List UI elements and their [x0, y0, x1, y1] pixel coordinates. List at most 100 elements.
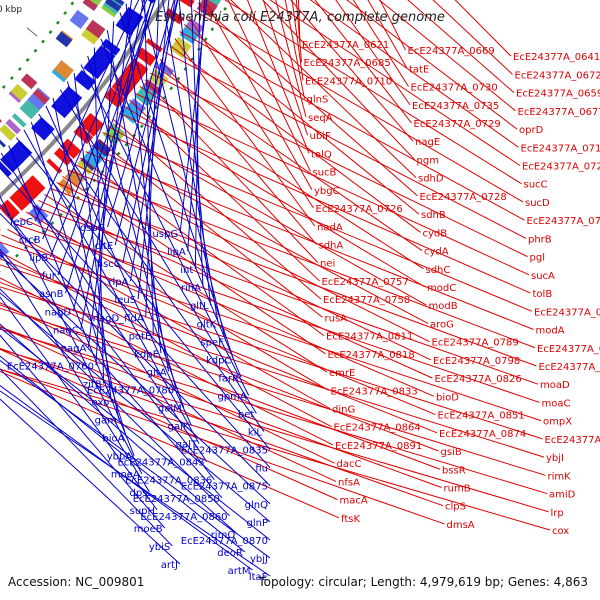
reverse-gene-label: nagC	[53, 325, 79, 336]
reverse-gene-label: EcE24377A_0875	[181, 482, 268, 493]
forward-gene-label: tolB	[533, 289, 553, 300]
reverse-gene-label: potE	[129, 331, 152, 342]
label-leader	[290, 0, 414, 142]
gene-block	[147, 0, 155, 4]
gene-block	[120, 6, 144, 30]
label-leader	[0, 325, 337, 482]
label-leader	[38, 113, 265, 432]
forward-gene-label: sucC	[524, 180, 548, 191]
reverse-gene-label: galK	[168, 422, 190, 433]
gene-block	[51, 67, 68, 83]
reverse-gene-label: EcE24377A_0760	[7, 361, 94, 372]
label-leader	[150, 72, 528, 258]
label-leader	[164, 51, 527, 239]
reverse-gene-label: glnQ	[245, 500, 268, 511]
label-leader	[73, 72, 112, 402]
label-leader	[335, 0, 411, 106]
label-leader	[0, 286, 545, 458]
inner-cog-genes	[0, 0, 125, 148]
forward-gene-label: EcE24377A_0719	[521, 143, 600, 154]
reverse-gene-label: int	[180, 265, 193, 276]
label-leader	[224, 0, 522, 185]
forward-gene-label: sucD	[525, 198, 550, 209]
kbp-tick-mark	[26, 27, 38, 37]
reverse-gene-label: lipA	[167, 247, 186, 258]
forward-gene-label: EcE24377A_0677	[518, 107, 600, 118]
accession-text: Accession: NC_009801	[8, 575, 145, 589]
reverse-gene-label: asnB	[39, 289, 64, 300]
gene-block	[104, 0, 122, 12]
reverse-gene-label: EcE24377A_0860	[140, 512, 227, 523]
map-title: Escherichia coli E24377A, complete genom…	[155, 10, 445, 25]
reverse-gene-label: deoR	[217, 548, 243, 559]
reverse-gene-label: hscC	[97, 259, 121, 270]
label-leader	[0, 167, 271, 469]
topology-text: Topology: circular; Length: 4,979,619 bp…	[258, 575, 588, 589]
label-leader	[42, 0, 148, 240]
forward-gene-label: EcE24377A_0735	[412, 101, 499, 112]
forward-gene-label: EcE24377A_0669	[408, 46, 495, 57]
gene-block	[9, 83, 28, 102]
forward-gene-label: modA	[536, 326, 565, 337]
reverse-gene-label: rihA	[181, 283, 201, 294]
forward-gene-label: lrp	[551, 508, 564, 519]
forward-gene-label: macA	[340, 496, 368, 507]
label-leader	[0, 296, 158, 511]
reverse-gene-label: EcE24377A_0836	[125, 476, 212, 487]
gene-block	[25, 94, 44, 113]
forward-gene-label: tatE	[409, 64, 429, 75]
label-leader	[93, 47, 105, 384]
forward-gene-label: rusA	[325, 313, 348, 324]
reverse-gene-label: galM	[158, 404, 182, 415]
label-leader	[378, 0, 516, 112]
forward-gene-label: gsiB	[441, 447, 462, 458]
label-leader	[56, 182, 432, 361]
forward-gene-label: rimK	[548, 471, 572, 482]
label-leader	[134, 92, 530, 276]
label-leader	[0, 264, 543, 440]
inner-cog-genes-2	[0, 0, 102, 123]
label-leader	[0, 368, 551, 531]
forward-gene-label: pgm	[417, 155, 439, 166]
forward-gene-label: nei	[320, 259, 335, 270]
label-leader	[432, 0, 513, 75]
reverse-gene-label: glnP	[247, 518, 269, 529]
label-leader	[0, 241, 542, 422]
gene-block	[64, 170, 83, 188]
gene-block	[19, 99, 40, 120]
reverse-gene-label: dsbG	[80, 223, 106, 234]
label-leader	[407, 0, 515, 93]
label-leader	[0, 390, 271, 577]
forward-gene-label: dacC	[337, 459, 362, 470]
label-leader	[162, 0, 219, 324]
label-leader	[0, 203, 215, 481]
reverse-gene-label: gam	[95, 416, 117, 427]
reverse-gene-label: supH	[130, 506, 155, 517]
label-leader	[107, 125, 427, 306]
label-leader	[262, 0, 415, 160]
label-leader	[367, 0, 408, 69]
label-leader	[314, 0, 412, 124]
reverse-gene-label: moeB	[134, 524, 163, 535]
label-leader	[95, 21, 115, 366]
gene-block	[126, 102, 143, 117]
label-leader	[57, 0, 156, 276]
forward-gene-label: EcE24377A_0730	[411, 83, 498, 94]
gene-block	[10, 140, 33, 163]
forward-gene-label: EcE24377A_0757	[322, 277, 409, 288]
forward-gene-label: EcE24377A_0728	[420, 192, 507, 203]
gene-block	[0, 139, 6, 148]
reverse-gene-label: gltK	[197, 319, 217, 330]
label-leader	[262, 0, 308, 136]
label-leader	[106, 30, 170, 372]
label-leader	[379, 0, 406, 51]
forward-gene-label: ybgC	[314, 186, 340, 197]
gene-block	[83, 63, 102, 80]
label-leader	[0, 327, 271, 541]
label-leader	[34, 0, 140, 222]
label-leader	[0, 348, 338, 501]
forward-gene-label: EcE24377A_0826	[435, 374, 522, 385]
reverse-gene-label: EcE24377A_0843	[117, 458, 204, 469]
gene-block	[85, 53, 109, 77]
